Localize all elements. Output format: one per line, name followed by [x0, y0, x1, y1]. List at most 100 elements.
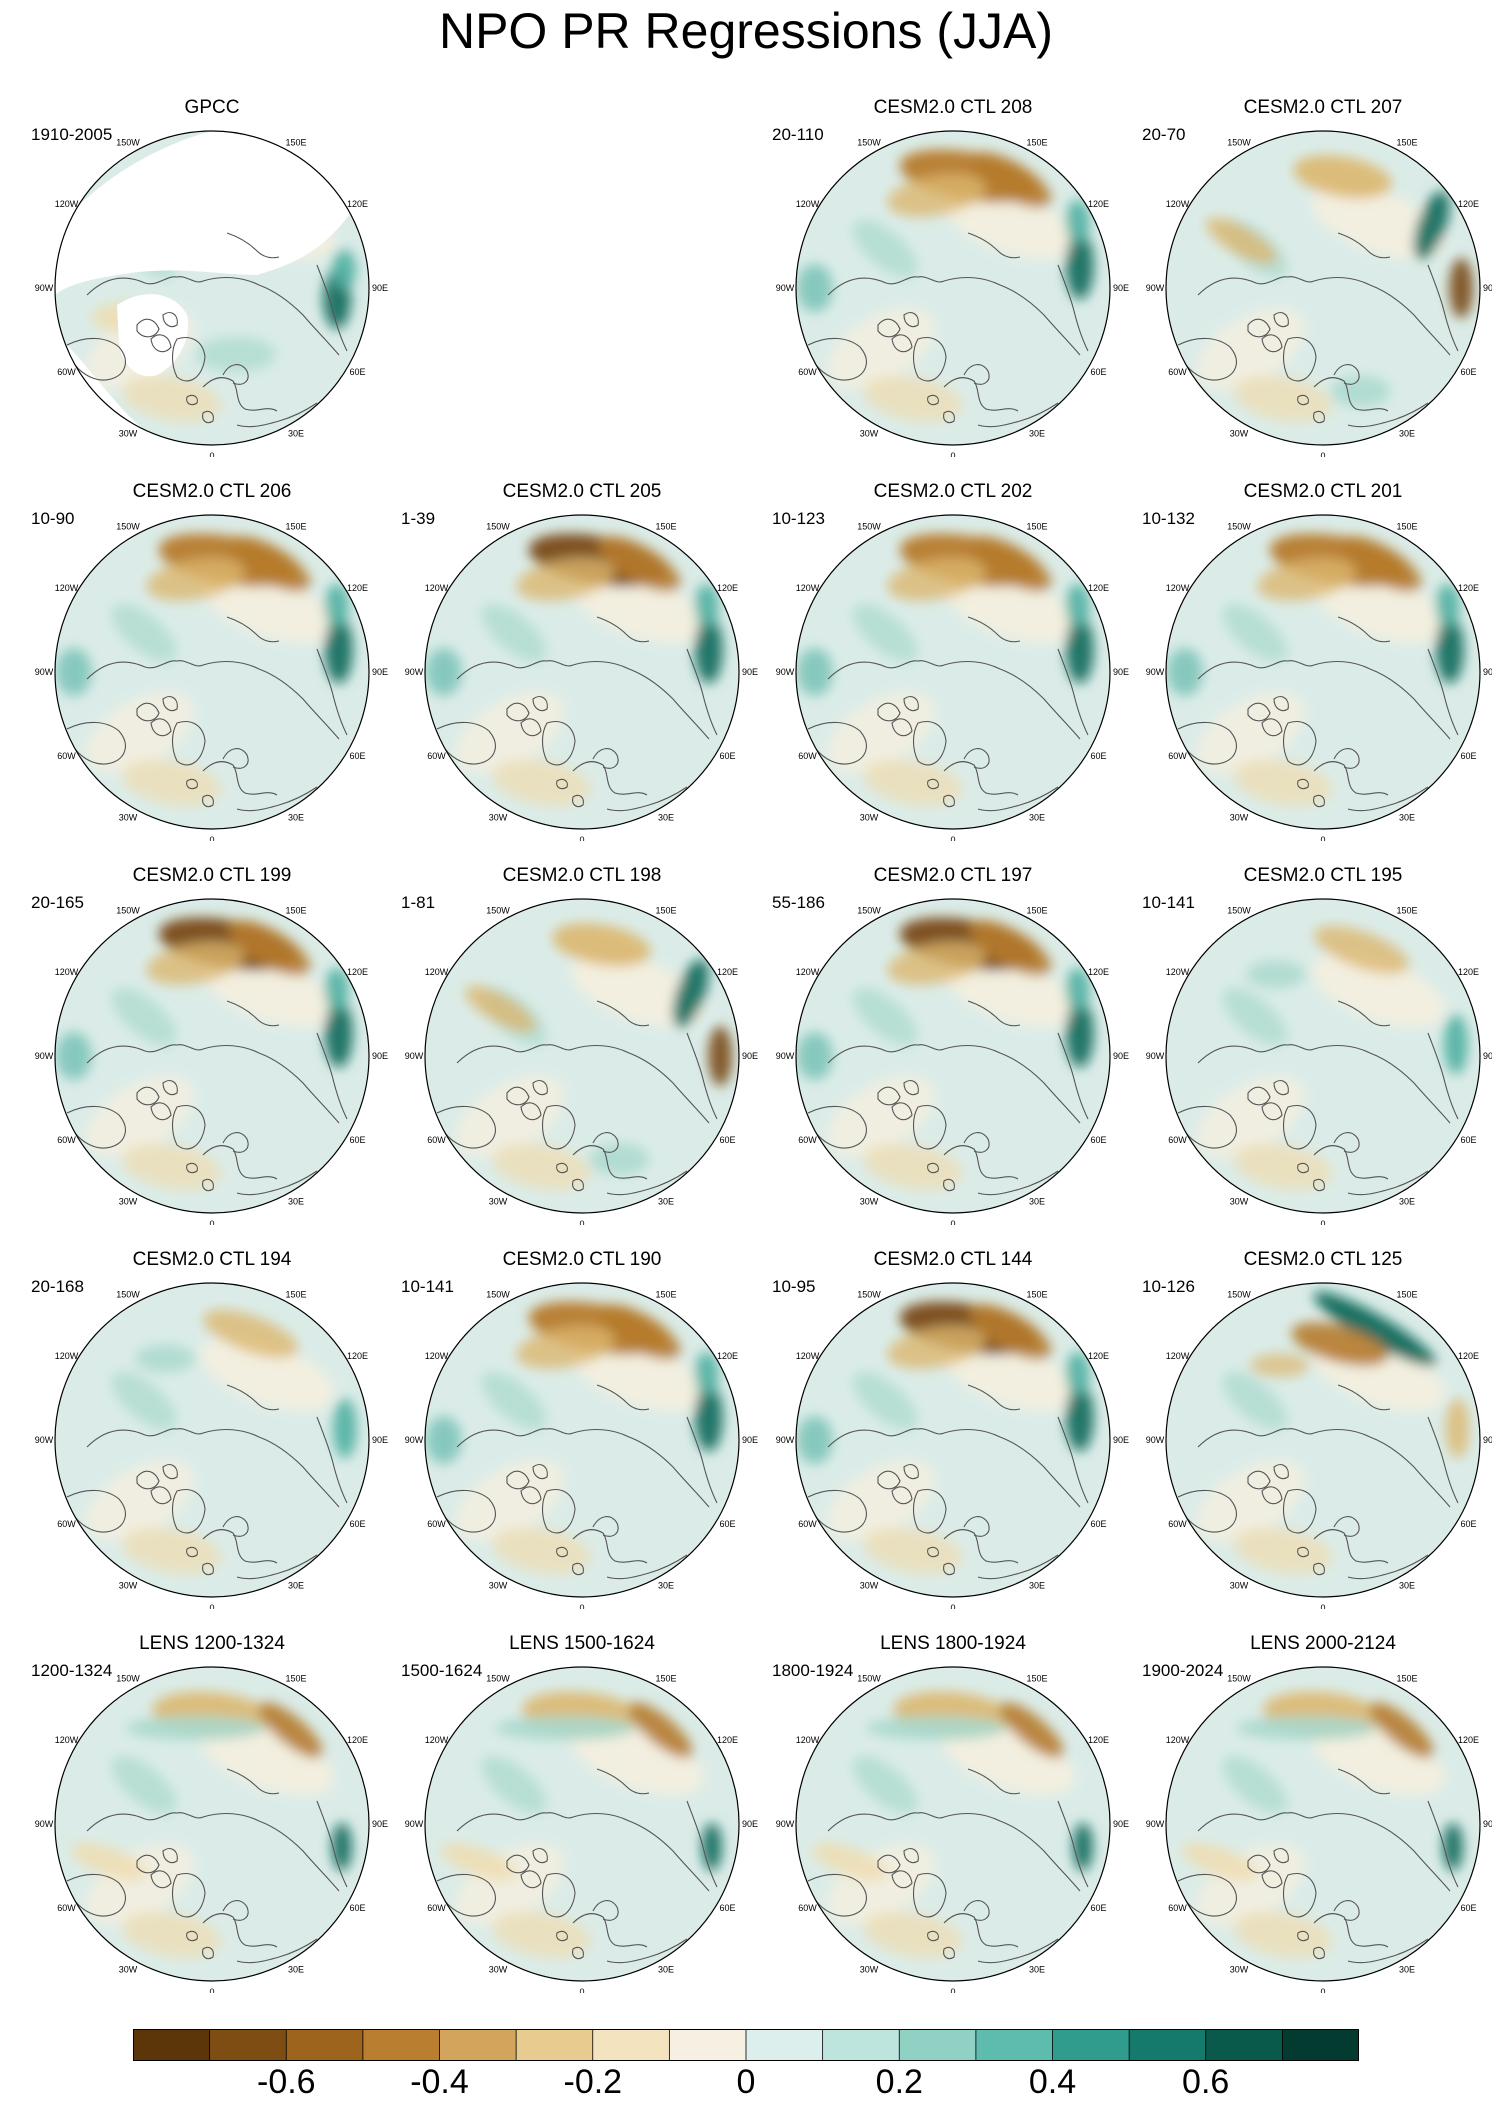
- map-border: [795, 130, 1111, 446]
- panel-period-label: 20-165: [31, 893, 84, 912]
- colorbar-tick-label: 0.6: [1182, 2063, 1230, 2101]
- field-cream: [941, 1336, 1076, 1411]
- longitude-label: 60E: [1090, 751, 1106, 761]
- longitude-label: 60E: [349, 1519, 365, 1529]
- longitude-label: 30W: [860, 813, 879, 823]
- field-teal-strong: [1413, 191, 1450, 260]
- polar-map: 180150E120E90E60E30E030W60W90W120W150W: [776, 514, 1129, 841]
- field-teal: [481, 1755, 547, 1814]
- longitude-label: 120W: [425, 583, 449, 593]
- field-cream: [826, 691, 936, 774]
- longitude-label: 150E: [285, 906, 306, 916]
- panel-period-label: 20-110: [772, 125, 824, 144]
- longitude-label: 120E: [1088, 967, 1109, 977]
- coastlines: [436, 1768, 718, 1964]
- colorbar-tick-label: 0: [736, 2063, 756, 2101]
- longitude-label: 30W: [1230, 429, 1249, 439]
- longitude-label: 150W: [116, 1290, 140, 1300]
- field-teal-strong: [701, 1822, 722, 1871]
- field-teal: [1065, 1351, 1090, 1396]
- longitude-label: 60W: [57, 367, 76, 377]
- longitude-label: 60E: [349, 367, 365, 377]
- longitude-label: 120E: [1458, 583, 1479, 593]
- longitude-label: 120W: [1166, 1735, 1190, 1745]
- longitude-label: 90W: [776, 283, 795, 293]
- longitude-label: 60E: [1460, 1903, 1476, 1913]
- precip-field: [55, 533, 353, 812]
- longitude-label: 0: [1320, 1603, 1325, 1609]
- longitude-label: 120E: [1088, 583, 1109, 593]
- field-teal: [1065, 583, 1090, 628]
- longitude-label: 90E: [742, 1819, 758, 1829]
- field-brown-light: [887, 1325, 986, 1369]
- longitude-label: 120W: [425, 1735, 449, 1745]
- map-border: [54, 1666, 370, 1982]
- longitude-label: 120W: [55, 1735, 79, 1745]
- field-teal: [332, 1398, 357, 1459]
- field-tan: [440, 1842, 517, 1881]
- field-teal: [55, 648, 92, 696]
- field-teal-strong: [1065, 999, 1094, 1068]
- panel-period-label: 1-39: [401, 509, 436, 528]
- polar-map: 180150E120E90E60E30E030W60W90W120W150W: [1146, 1666, 1492, 1993]
- polar-map: 180150E120E90E60E30E030W60W90W120W150W: [776, 1666, 1129, 1993]
- longitude-label: 90E: [1483, 667, 1492, 677]
- missing-data-area: [117, 294, 188, 377]
- longitude-label: 90E: [1483, 1819, 1492, 1829]
- longitude-label: 120E: [717, 583, 738, 593]
- longitude-label: 150W: [486, 1290, 510, 1300]
- longitude-label: 120E: [347, 583, 368, 593]
- panel-period-label: 1200-1324: [31, 1661, 113, 1680]
- longitude-label: 120E: [1458, 967, 1479, 977]
- field-brown-light: [1445, 1398, 1470, 1459]
- longitude-label: 30W: [860, 1581, 879, 1591]
- longitude-label: 90W: [1146, 667, 1165, 677]
- field-cream: [1196, 1459, 1306, 1542]
- coastlines: [1177, 1384, 1459, 1580]
- longitude-label: 90W: [776, 1051, 795, 1061]
- longitude-label: 60W: [427, 1135, 446, 1145]
- coastlines: [807, 1384, 1089, 1580]
- panel-title: CESM2.0 CTL 195: [1243, 865, 1403, 886]
- panel-title: CESM2.0 CTL 206: [132, 481, 292, 502]
- longitude-label: 0: [209, 1603, 214, 1609]
- panel-title: GPCC: [184, 97, 240, 118]
- field-teal: [1065, 199, 1090, 244]
- field-teal: [495, 1716, 636, 1741]
- field-teal-strong: [1065, 615, 1094, 684]
- colorbar-segment: [822, 2029, 901, 2061]
- coastlines: [1177, 232, 1459, 428]
- longitude-label: 0: [1320, 451, 1325, 457]
- longitude-label: 30W: [1230, 1197, 1249, 1207]
- longitude-label: 0: [579, 835, 584, 841]
- longitude-label: 30E: [288, 1965, 304, 1975]
- field-tan: [1233, 1527, 1333, 1574]
- map-panel-lens1200: LENS 1200-1324180150E120E90E60E30E030W60…: [27, 1633, 397, 1993]
- colorbar-segment: [362, 2029, 441, 2061]
- colorbar-segment: [439, 2029, 518, 2061]
- map-panel-ctl197: CESM2.0 CTL 197180150E120E90E60E30E030W6…: [768, 865, 1138, 1225]
- longitude-label: 60E: [719, 1903, 735, 1913]
- longitude-label: 150E: [655, 906, 676, 916]
- field-brown-light: [552, 923, 651, 967]
- field-tan: [122, 1527, 222, 1574]
- longitude-label: 0: [209, 1987, 214, 1993]
- field-teal: [796, 1416, 833, 1464]
- longitude-label: 30E: [288, 1581, 304, 1591]
- longitude-label: 90E: [1483, 1051, 1492, 1061]
- longitude-label: 90W: [405, 1819, 424, 1829]
- field-brown-light: [1257, 557, 1356, 601]
- panel-title: CESM2.0 CTL 202: [873, 481, 1033, 502]
- field-teal: [1236, 1716, 1377, 1741]
- longitude-label: 60E: [349, 1903, 365, 1913]
- longitude-label: 120W: [55, 199, 79, 209]
- field-cream: [1311, 1720, 1446, 1795]
- map-border: [424, 1666, 740, 1982]
- longitude-label: 60E: [349, 1135, 365, 1145]
- map-border: [424, 514, 740, 830]
- colorbar-segment: [668, 2029, 747, 2061]
- colorbar-segment: [133, 2029, 211, 2061]
- panel-title: CESM2.0 CTL 197: [873, 865, 1033, 886]
- field-teal: [125, 1716, 266, 1741]
- map-panel-ctl206: CESM2.0 CTL 206180150E120E90E60E30E030W6…: [27, 481, 397, 841]
